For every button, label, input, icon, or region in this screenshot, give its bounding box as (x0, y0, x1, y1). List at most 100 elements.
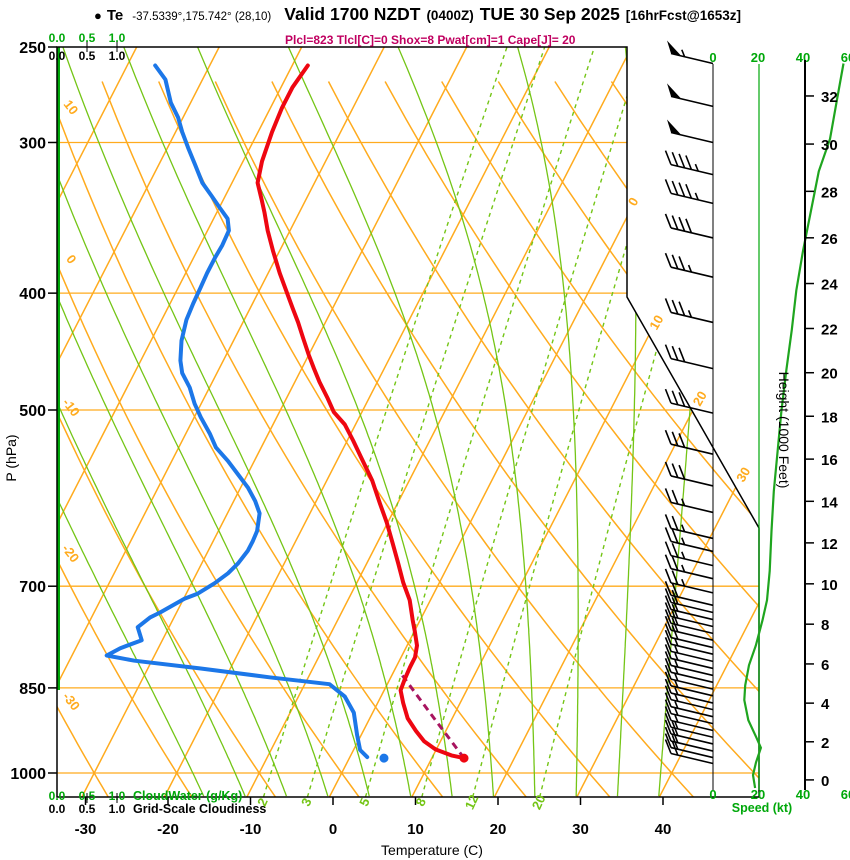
isotherm-line (493, 47, 759, 797)
height-tick-label: 32 (821, 89, 838, 106)
wind-barb (664, 629, 714, 655)
height-tick-label: 12 (821, 536, 838, 553)
station-coordinates: -37.5339°,175.742° (28,10) (132, 11, 272, 23)
wind-barb (664, 527, 714, 553)
moist-adiabat-line (123, 47, 412, 797)
isotherm-label: 10 (646, 312, 666, 332)
speed-tick-label-top: 60 (841, 50, 850, 65)
temperature-tick-label: 30 (572, 821, 589, 838)
speed-tick-label-bottom: 60 (841, 787, 850, 802)
parcel-path (398, 670, 466, 760)
wind-barb (664, 623, 714, 649)
temperature-tick-label: -30 (75, 821, 97, 838)
wind-barb (664, 609, 714, 635)
height-tick-label: 20 (821, 366, 838, 383)
height-tick-label: 26 (821, 231, 838, 248)
wind-barb (664, 568, 714, 594)
wind-barb (664, 581, 714, 607)
isotherm-line (57, 47, 138, 797)
speed-tick-label-bottom: 20 (751, 787, 765, 802)
cloud-scale-tick-label: 0.0 (49, 802, 66, 816)
cloud-scale-tick-label: 0.5 (79, 49, 96, 63)
speed-tick-label-top: 20 (751, 50, 765, 65)
mixing-ratio-label: 12 (462, 792, 482, 811)
isotherm-line (57, 47, 385, 797)
temperature-axis-title: Temperature (C) (381, 842, 483, 858)
wind-barb (664, 658, 714, 684)
pressure-tick-label: 250 (19, 40, 46, 57)
valid-time: Valid 1700 NZDT (284, 4, 421, 24)
wind-barb (664, 706, 714, 732)
wind-barb (664, 588, 714, 614)
wind-barb (664, 429, 714, 455)
pressure-tick-label: 300 (19, 135, 46, 152)
dry-adiabat-line (158, 81, 611, 797)
wind-barb (664, 615, 714, 641)
dewpoint-curve (104, 63, 370, 760)
dry-adiabat-line (57, 81, 193, 797)
speed-tick-label-bottom: 0 (709, 787, 716, 802)
speed-axis-title: Speed (kt) (732, 801, 792, 815)
height-tick-label: 6 (821, 657, 829, 674)
wind-barb (667, 119, 714, 144)
valid-date: TUE 30 Sep 2025 (479, 4, 620, 24)
temperature-tick-label: 40 (655, 821, 672, 838)
isotherm-line (576, 47, 759, 797)
dry-adiabat-label: 0 (63, 252, 79, 267)
mixing-ratio-line (364, 47, 596, 797)
isotherm-line (246, 47, 633, 797)
title-bar: ● Te -37.5339°,175.742° (28,10) Valid 17… (94, 4, 741, 25)
cloud-scale-tick-label: 0.5 (79, 31, 96, 45)
dry-adiabat-line (838, 82, 850, 798)
cloud-scale-tick-label: 1.0 (109, 31, 126, 45)
wind-barb (664, 461, 714, 487)
wind-barb (664, 685, 714, 711)
valid-time-utc: (0400Z) (426, 8, 474, 23)
speed-tick-label-top: 0 (709, 50, 716, 65)
temperature-curve (255, 63, 466, 761)
wind-barb (664, 150, 714, 176)
surface-dewpoint-dot (379, 753, 389, 763)
height-tick-label: 18 (821, 409, 838, 426)
dry-adiabat-line (384, 81, 759, 797)
pressure-axis: 250 300 400 500 700 850 1000 P (hPa) (3, 40, 57, 783)
wind-barb (664, 252, 714, 278)
wind-barb (664, 719, 714, 745)
wind-barb (664, 602, 714, 628)
temperature-tick-label: -10 (240, 821, 262, 838)
dry-adiabat-label: 10 (61, 97, 82, 118)
height-axis-title: Height (1000 Feet) (776, 372, 792, 489)
wind-barb (664, 488, 714, 514)
gridscale-cloudiness-label: Grid-Scale Cloudiness (133, 802, 266, 816)
mixing-ratio-line (539, 47, 743, 797)
wind-barb (664, 692, 714, 718)
pressure-tick-label: 850 (19, 681, 46, 698)
speed-tick-label-top: 40 (796, 50, 810, 65)
height-tick-label: 0 (821, 773, 829, 790)
temperature-tick-label: 10 (407, 821, 424, 838)
wind-barb (664, 733, 714, 759)
wind-barb (664, 699, 714, 725)
wind-barb (664, 298, 714, 324)
wind-barb (664, 637, 714, 663)
cloud-scale-tick-label: 0.0 (49, 31, 66, 45)
temperature-axis: -30 -20 -10 0 10 20 30 40 Temperature (C) (75, 797, 672, 858)
wind-barb (664, 595, 714, 621)
temperature-tick-label: 0 (329, 821, 337, 838)
wind-barb (664, 344, 714, 370)
isotherm-line (328, 47, 715, 797)
dry-adiabat-line (57, 81, 444, 797)
height-tick-label: 24 (821, 277, 838, 294)
mixing-ratio-line (306, 47, 546, 797)
cloudwater-scale-label: CloudWater (g/Kg) (133, 789, 242, 803)
height-tick-label: 8 (821, 617, 829, 634)
speed-tick-label-bottom: 40 (796, 787, 810, 802)
wind-barb (664, 554, 714, 580)
wind-barb (664, 712, 714, 739)
mixing-ratio-label: 20 (529, 792, 549, 811)
dry-adiabat-line (57, 81, 277, 797)
isotherm-line (163, 47, 550, 797)
isotherm-line (658, 47, 759, 797)
